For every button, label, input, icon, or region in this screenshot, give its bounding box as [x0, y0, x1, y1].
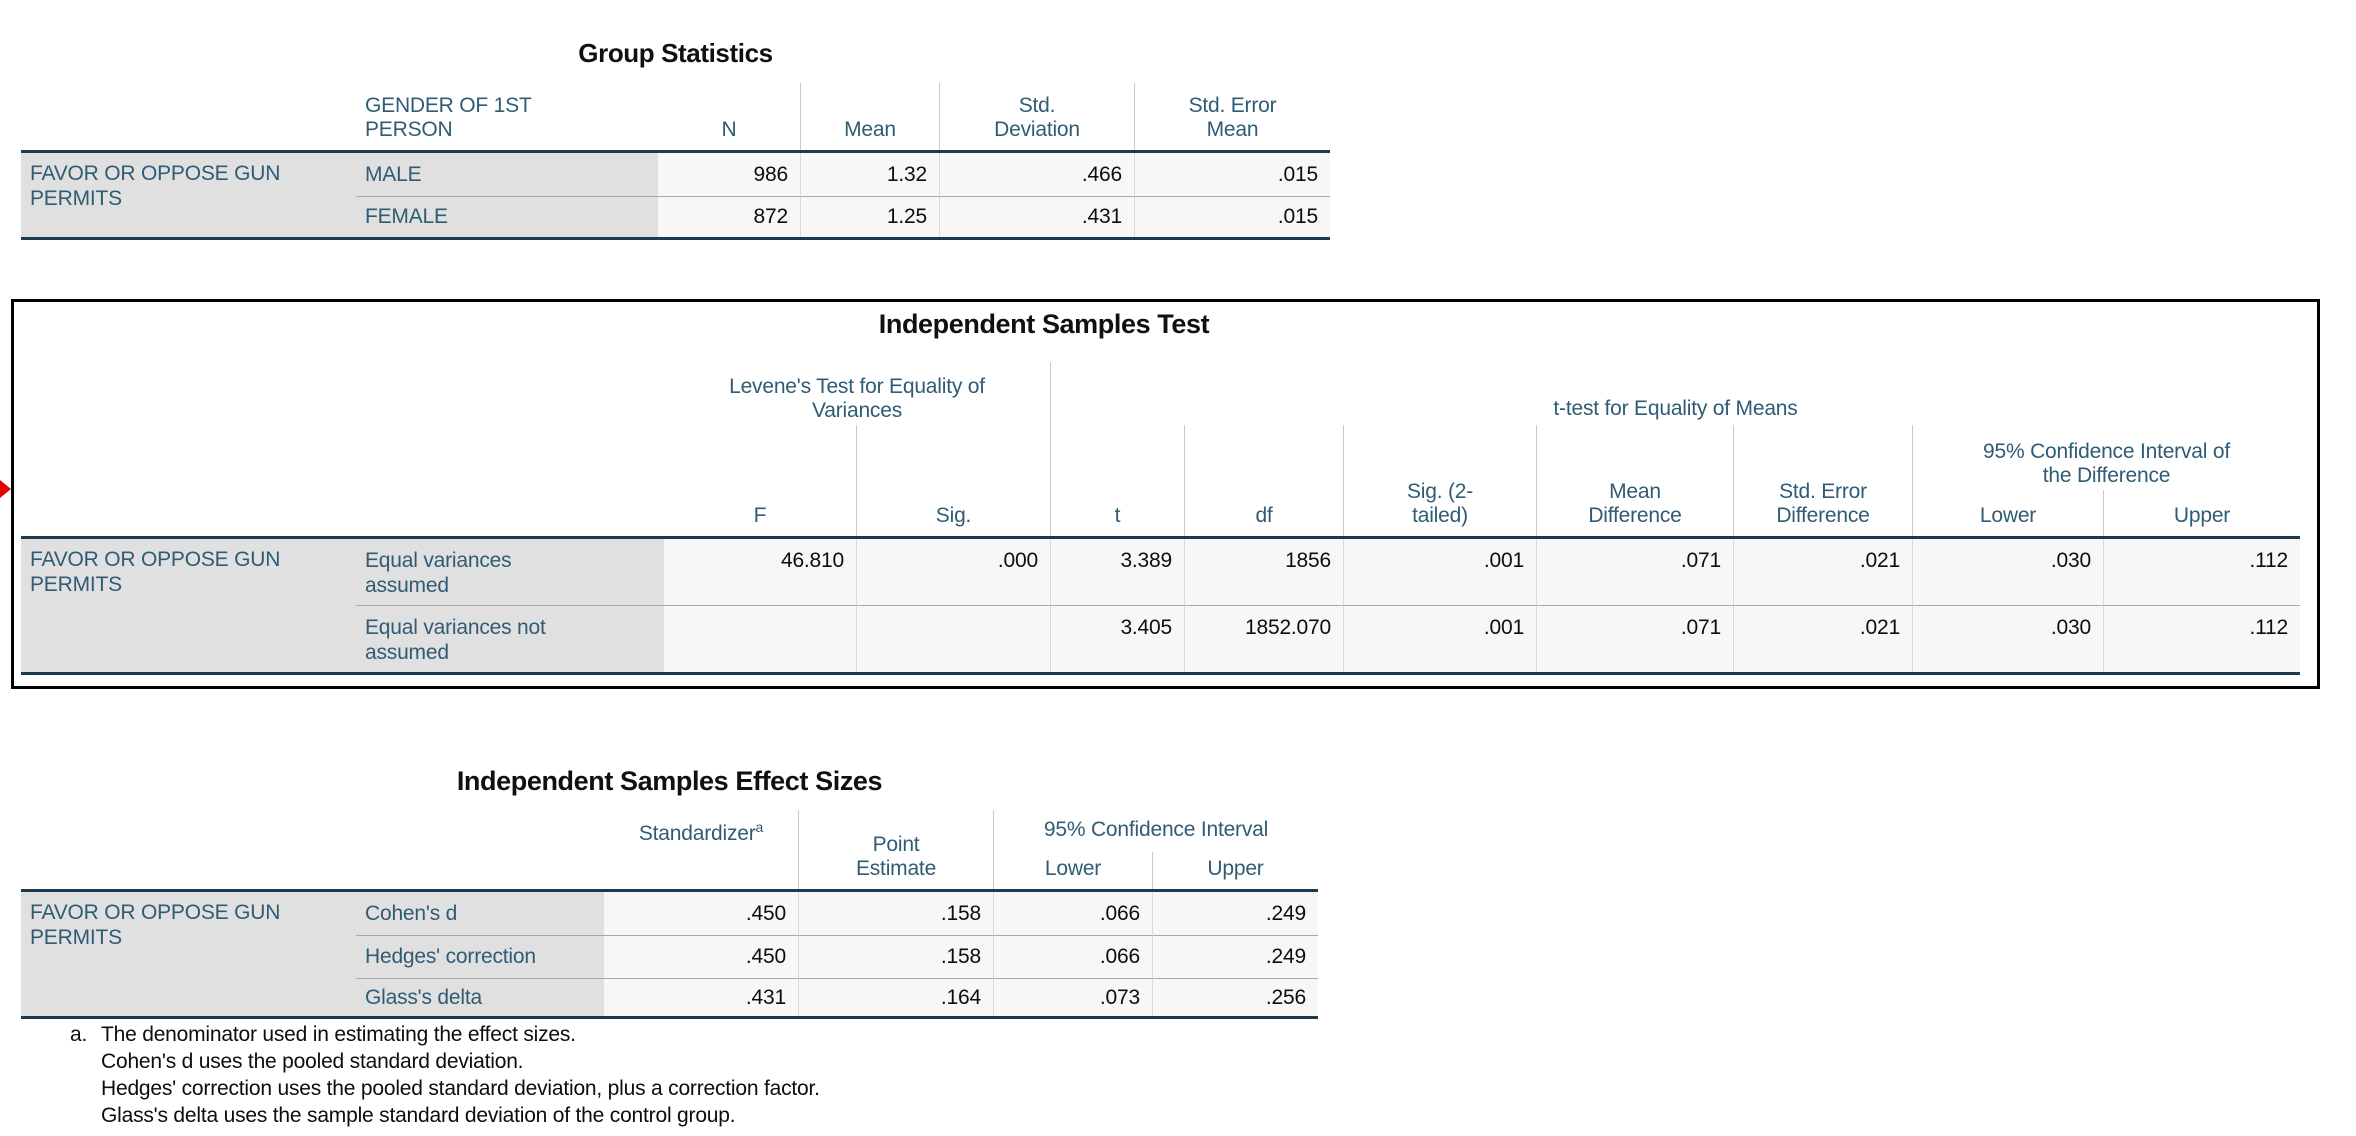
- column-header-sig-2-tailed: Sig. (2-tailed): [1343, 425, 1536, 536]
- row-label-favor-oppose-gun-permits: FAVOR OR OPPOSE GUN PERMITS: [21, 153, 356, 237]
- group-cell-male: MALE: [356, 153, 658, 196]
- value-cell: [856, 605, 1050, 672]
- footnote-line: The denominator used in estimating the e…: [101, 1023, 576, 1046]
- effect-sizes-header: Standardizera Point Estimate 95% Confide…: [21, 810, 1318, 892]
- effect-sizes-body: FAVOR OR OPPOSE GUN PERMITS Cohen's d .4…: [21, 892, 1318, 1019]
- value-cell: .450: [604, 935, 798, 978]
- value-cell: 3.405: [1050, 605, 1184, 672]
- column-header-f: F: [753, 504, 767, 527]
- assumption-cell-equal-variances-assumed: Equal variances assumed: [356, 539, 664, 605]
- value-cell: .030: [1912, 539, 2103, 605]
- group-statistics-body: FAVOR OR OPPOSE GUN PERMITS MALE 986 1.3…: [21, 153, 1330, 240]
- row-label-favor-oppose-gun-permits: FAVOR OR OPPOSE GUN PERMITS: [21, 892, 356, 1016]
- estimator-cell-hedges-correction: Hedges' correction: [356, 935, 604, 978]
- column-header-upper: Upper: [2103, 490, 2300, 536]
- value-cell: .073: [993, 978, 1152, 1016]
- column-header-std-error-mean: Std. Error Mean: [1134, 83, 1330, 150]
- value-cell: .112: [2103, 605, 2300, 672]
- confidence-interval-span-header: 95% Confidence Interval of the Differenc…: [1912, 425, 2300, 490]
- column-header-n: N: [721, 118, 737, 141]
- column-header-std-deviation: Std. Deviation: [939, 83, 1134, 150]
- column-header-df: df: [1184, 425, 1343, 536]
- group-cell-female: FEMALE: [356, 196, 658, 237]
- value-cell: .015: [1134, 153, 1330, 196]
- group-statistics-header: GENDER OF 1ST PERSON N Mean Std. Deviati…: [21, 83, 1330, 153]
- value-cell: .066: [993, 892, 1152, 935]
- value-cell: .071: [1536, 605, 1733, 672]
- footnote-line: Hedges' correction uses the pooled stand…: [101, 1077, 820, 1100]
- value-cell: 872: [658, 196, 800, 237]
- column-header-std-error-difference: Std. Error Difference: [1733, 425, 1912, 536]
- column-header-mean-difference: Mean Difference: [1536, 425, 1733, 536]
- group-statistics-table[interactable]: Group Statistics GENDER OF 1ST PERSON N …: [21, 28, 1330, 240]
- effect-sizes-title: Independent Samples Effect Sizes: [456, 766, 883, 796]
- effect-sizes-table[interactable]: Independent Samples Effect Sizes Standar…: [21, 758, 1318, 1019]
- assumption-cell-equal-variances-not-assumed: Equal variances not assumed: [356, 605, 664, 672]
- value-cell: .030: [1912, 605, 2103, 672]
- estimator-cell-glass-delta: Glass's delta: [356, 978, 604, 1016]
- value-cell: .021: [1733, 539, 1912, 605]
- value-cell: 1852.070: [1184, 605, 1343, 672]
- value-cell: 3.389: [1050, 539, 1184, 605]
- value-cell: [664, 605, 856, 672]
- confidence-interval-span-header: 95% Confidence Interval: [993, 810, 1318, 852]
- footnote-marker: a.: [70, 1023, 88, 1046]
- value-cell: 1.32: [800, 153, 939, 196]
- value-cell: .249: [1152, 935, 1318, 978]
- value-cell: .066: [993, 935, 1152, 978]
- column-header-upper: Upper: [1152, 852, 1318, 889]
- header-corner-cell: [21, 83, 356, 150]
- independent-samples-test-table[interactable]: Independent Samples Test Levene's Test f…: [11, 299, 2320, 689]
- header-corner-cell: [21, 362, 664, 536]
- column-header-standardizer: Standardizera: [638, 819, 764, 845]
- column-header-point-estimate: Point Estimate: [798, 810, 993, 889]
- value-cell: 986: [658, 153, 800, 196]
- column-header-mean: Mean: [800, 83, 939, 150]
- value-cell: 46.810: [664, 539, 856, 605]
- output-selection-arrow: [0, 480, 11, 498]
- value-cell: .001: [1343, 539, 1536, 605]
- footnote-line: Glass's delta uses the sample standard d…: [101, 1104, 736, 1127]
- ttest-span-header: t-test for Equality of Means: [1050, 362, 2300, 425]
- group-column-header: GENDER OF 1ST PERSON: [365, 94, 532, 141]
- column-header-sig: Sig.: [856, 425, 1050, 536]
- value-cell: .000: [856, 539, 1050, 605]
- value-cell: .158: [798, 935, 993, 978]
- column-header-t: t: [1050, 425, 1184, 536]
- levene-span-header: Levene's Test for Equality of Variances: [729, 375, 985, 422]
- value-cell: .249: [1152, 892, 1318, 935]
- column-header-lower: Lower: [993, 852, 1152, 889]
- value-cell: .021: [1733, 605, 1912, 672]
- group-statistics-title: Group Statistics: [578, 38, 773, 68]
- value-cell: .450: [604, 892, 798, 935]
- value-cell: .001: [1343, 605, 1536, 672]
- independent-samples-test-header: Levene's Test for Equality of Variances …: [21, 362, 2300, 539]
- value-cell: .466: [939, 153, 1134, 196]
- value-cell: .112: [2103, 539, 2300, 605]
- independent-samples-test-title: Independent Samples Test: [878, 309, 1210, 339]
- value-cell: 1856: [1184, 539, 1343, 605]
- value-cell: .256: [1152, 978, 1318, 1016]
- row-label-favor-oppose-gun-permits: FAVOR OR OPPOSE GUN PERMITS: [21, 539, 356, 672]
- value-cell: .431: [939, 196, 1134, 237]
- effect-sizes-footnotes: a. The denominator used in estimating th…: [70, 1021, 1251, 1129]
- value-cell: .071: [1536, 539, 1733, 605]
- value-cell: 1.25: [800, 196, 939, 237]
- value-cell: .015: [1134, 196, 1330, 237]
- value-cell: .431: [604, 978, 798, 1016]
- value-cell: .158: [798, 892, 993, 935]
- estimator-cell-cohens-d: Cohen's d: [356, 892, 604, 935]
- header-corner-cell: [21, 810, 604, 889]
- value-cell: .164: [798, 978, 993, 1016]
- independent-samples-test-body: FAVOR OR OPPOSE GUN PERMITS Equal varian…: [21, 539, 2300, 675]
- column-header-lower: Lower: [1912, 490, 2103, 536]
- footnote-a-marker: a: [755, 819, 764, 835]
- footnote-line: Cohen's d uses the pooled standard devia…: [101, 1050, 524, 1073]
